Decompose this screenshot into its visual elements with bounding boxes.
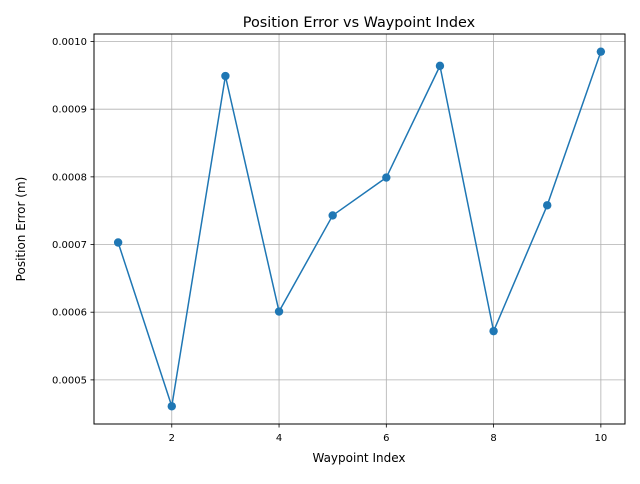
data-point bbox=[274, 307, 284, 316]
x-tick-label: 8 bbox=[490, 433, 496, 444]
x-tick-label: 2 bbox=[169, 433, 175, 444]
x-tick-label: 6 bbox=[383, 433, 389, 444]
data-point bbox=[113, 238, 123, 247]
y-tick-label: 0.0006 bbox=[52, 308, 87, 319]
data-point bbox=[221, 71, 230, 81]
data-point bbox=[596, 47, 606, 56]
x-axis-ticks: 2 4 6 8 10 bbox=[169, 424, 607, 444]
y-axis-label: Position Error (m) bbox=[14, 177, 28, 282]
y-axis-ticks: 0.0005 0.0006 0.0007 0.0008 0.0009 0.0010 bbox=[52, 37, 94, 386]
grid-lines bbox=[94, 34, 625, 424]
y-tick-label: 0.0010 bbox=[52, 37, 87, 48]
chart-title: Position Error vs Waypoint Index bbox=[243, 15, 476, 31]
y-tick-label: 0.0008 bbox=[52, 172, 87, 183]
data-point bbox=[382, 173, 391, 182]
data-point bbox=[489, 326, 498, 336]
y-tick-label: 0.0007 bbox=[52, 240, 87, 251]
data-point bbox=[435, 61, 445, 71]
data-point bbox=[543, 201, 552, 210]
series-layer bbox=[113, 47, 606, 411]
data-point bbox=[167, 402, 176, 411]
y-tick-label: 0.0009 bbox=[52, 105, 87, 116]
x-axis-label: Waypoint Index bbox=[312, 451, 405, 465]
data-point bbox=[328, 211, 337, 220]
x-tick-label: 10 bbox=[594, 433, 607, 444]
plot-frame bbox=[93, 33, 626, 425]
x-tick-label: 4 bbox=[276, 433, 282, 444]
y-tick-label: 0.0005 bbox=[52, 375, 87, 386]
series-line bbox=[117, 51, 602, 408]
